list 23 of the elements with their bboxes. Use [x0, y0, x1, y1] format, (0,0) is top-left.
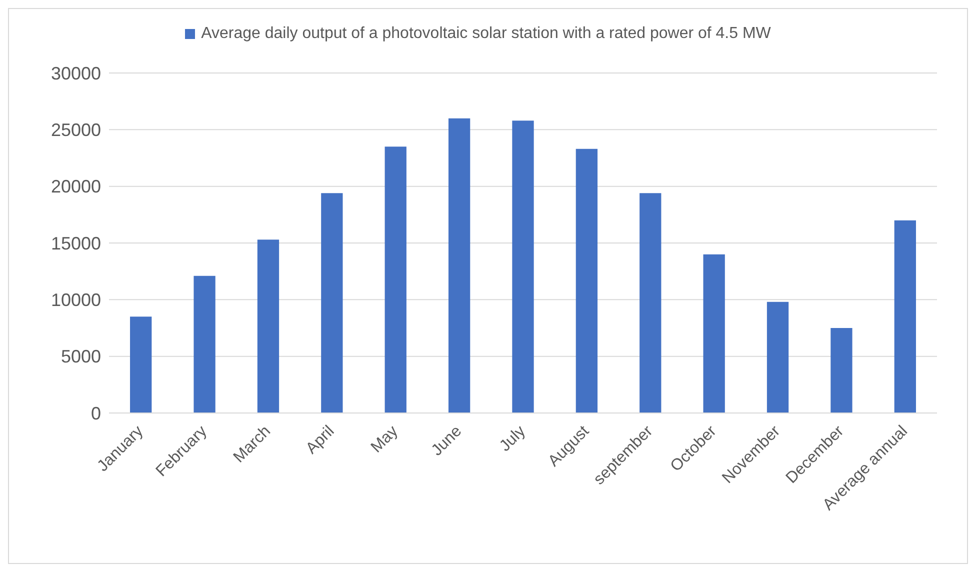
y-tick-label: 25000 — [50, 120, 101, 140]
y-tick-label: 15000 — [50, 233, 101, 254]
y-tick-label: 30000 — [50, 63, 101, 84]
bar — [640, 193, 662, 413]
bar — [512, 120, 534, 413]
x-tick-label: May — [368, 422, 402, 456]
bar — [384, 146, 406, 413]
y-tick-label: 10000 — [50, 290, 101, 310]
bar — [830, 328, 852, 413]
bar — [703, 254, 725, 413]
y-tick-label: 20000 — [50, 176, 101, 197]
bar — [576, 148, 598, 413]
y-tick-label: 5000 — [60, 346, 101, 367]
bar — [448, 118, 470, 413]
bar — [894, 220, 916, 413]
bar — [257, 240, 280, 413]
bar — [130, 316, 152, 413]
bar — [194, 276, 216, 413]
y-tick-label: 0 — [90, 403, 101, 424]
bar — [321, 193, 343, 413]
bar — [766, 302, 789, 413]
legend-label: Average daily output of a photovoltaic solar station with a rated power of 4.5 MW — [200, 25, 771, 43]
x-tick-label: July — [496, 422, 529, 455]
